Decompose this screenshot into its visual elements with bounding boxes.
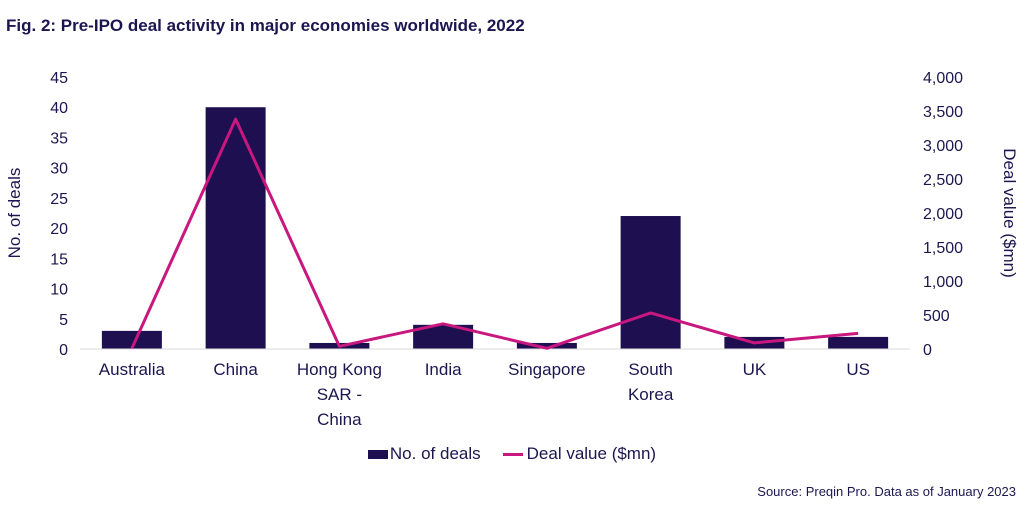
category-label: Australia: [99, 360, 166, 379]
right-axis-ticks: 0 500 1,000 1,500 2,000 2,500 3,000 3,500 4,000: [923, 70, 963, 359]
source-note: Source: Preqin Pro. Data as of January 2…: [757, 484, 1016, 499]
legend-bar-swatch: [367, 449, 388, 459]
left-tick-label: 35: [50, 130, 68, 147]
left-axis-title: No. of deals: [5, 168, 24, 259]
left-tick-label: 20: [50, 221, 68, 238]
bar: [516, 342, 577, 349]
left-tick-label: 5: [59, 312, 68, 329]
left-tick-label: 45: [50, 70, 68, 87]
right-tick-label: 1,000: [923, 274, 963, 291]
legend-line-swatch: [502, 452, 523, 456]
right-tick-label: 4,000: [923, 70, 963, 87]
legend-item-deals: No. of deals: [367, 444, 481, 464]
right-axis-title: Deal value ($mn): [1000, 148, 1019, 277]
line-series: [130, 117, 859, 350]
category-labels: Australia China Hong Kong SAR -China India Si…: [99, 360, 870, 429]
legend-label-value: Deal value ($mn): [526, 444, 657, 463]
right-tick-label: 3,000: [923, 138, 963, 155]
right-tick-label: 500: [923, 308, 950, 325]
bar-series: [101, 107, 889, 349]
category-label: South Korea: [628, 360, 674, 404]
right-tick-label: 1,500: [923, 240, 963, 257]
bar: [620, 216, 681, 349]
left-tick-label: 30: [50, 161, 68, 178]
legend: No. of deals Deal value ($mn): [0, 444, 1024, 464]
legend-item-value: Deal value ($mn): [502, 444, 657, 464]
category-label: India: [425, 360, 462, 379]
deal-value-line: [130, 117, 859, 350]
chart-area: 0 5 10 15 20 25 30 35 40 45 0 500 1,000 1,500 2,000 2,…: [5, 70, 1019, 429]
right-tick-label: 3,500: [923, 104, 963, 121]
category-label: China: [213, 360, 258, 379]
left-tick-label: 15: [50, 251, 68, 268]
left-tick-label: 25: [50, 191, 68, 208]
bar: [205, 107, 266, 349]
category-label: Hong Kong SAR -China: [297, 360, 382, 429]
bar: [101, 330, 162, 349]
legend-label-deals: No. of deals: [389, 444, 481, 463]
chart-title: Fig. 2: Pre-IPO deal activity in major e…: [6, 16, 525, 35]
left-tick-label: 10: [50, 282, 68, 299]
right-tick-label: 2,000: [923, 206, 963, 223]
bar: [828, 336, 889, 349]
left-tick-label: 0: [59, 342, 68, 359]
right-tick-label: 0: [923, 342, 932, 359]
left-axis-ticks: 0 5 10 15 20 25 30 35 40 45: [50, 70, 68, 359]
left-tick-label: 40: [50, 100, 68, 117]
right-tick-label: 2,500: [923, 172, 963, 189]
category-label: US: [846, 360, 870, 379]
category-label: Singapore: [508, 360, 586, 379]
category-label: UK: [743, 360, 767, 379]
